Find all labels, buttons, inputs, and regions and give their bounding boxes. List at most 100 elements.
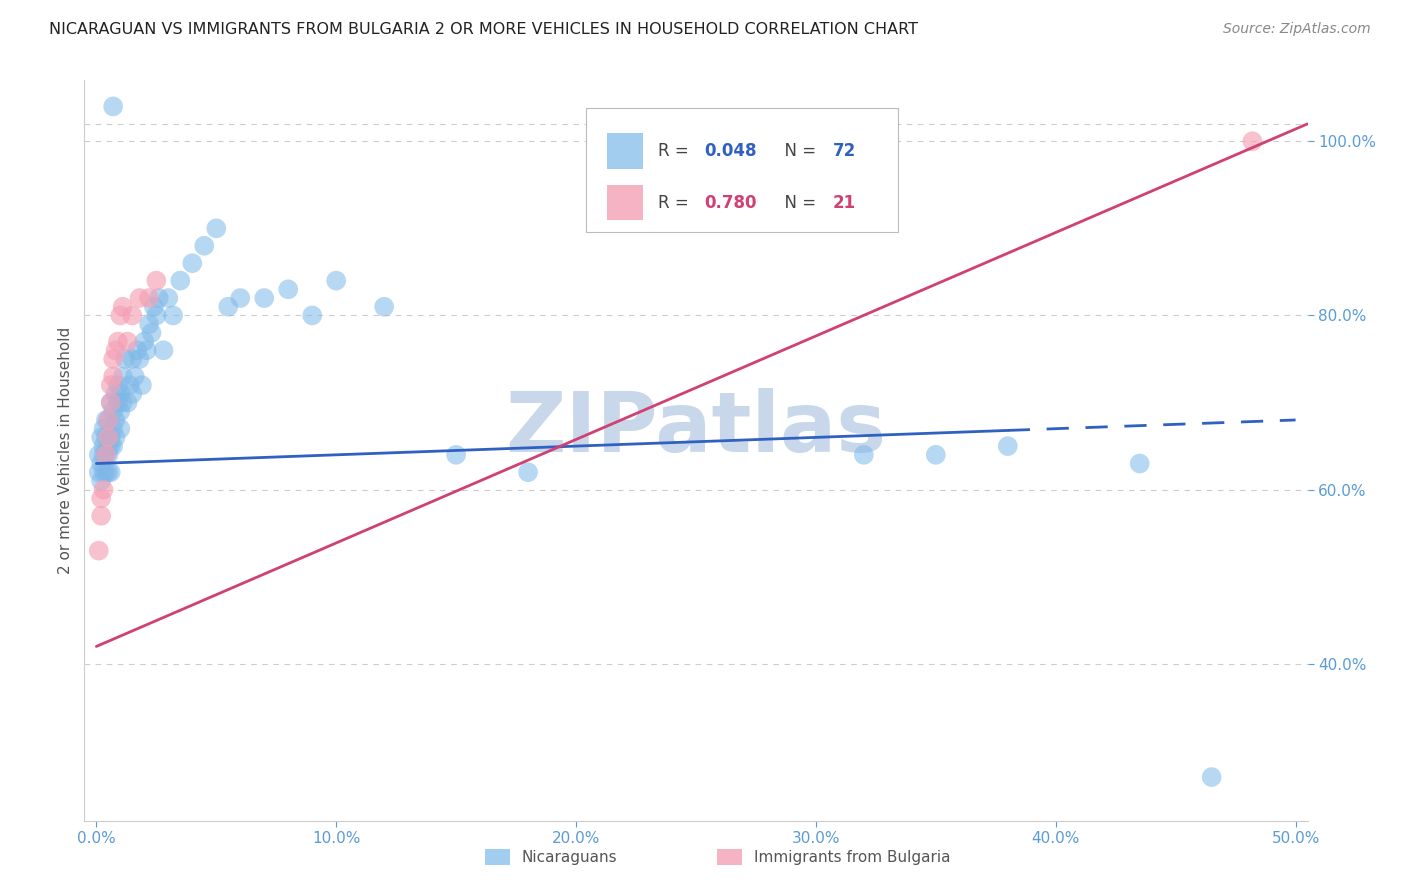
Point (101, 422, 124, 436)
Point (101, 369, 124, 384)
Text: 21: 21 (832, 194, 856, 211)
Text: 0.780: 0.780 (704, 194, 756, 211)
Point (117, 395, 139, 409)
Text: Immigrants from Bulgaria: Immigrants from Bulgaria (754, 850, 950, 864)
Point (93, 448, 115, 462)
Point (104, 343, 127, 358)
Point (253, 291, 276, 305)
Point (110, 404, 132, 418)
Point (121, 309, 143, 323)
Point (110, 387, 132, 401)
Point (87, 448, 110, 462)
Point (138, 317, 160, 331)
Point (127, 343, 149, 358)
Point (373, 300, 395, 314)
Point (104, 430, 127, 444)
Point (107, 334, 129, 349)
Point (94, 465, 117, 479)
Point (101, 351, 124, 366)
Point (101, 439, 124, 453)
Point (90, 457, 112, 471)
Point (142, 300, 165, 314)
Point (852, 448, 875, 462)
Point (104, 413, 127, 427)
Point (93, 465, 115, 479)
Text: N =: N = (775, 142, 821, 161)
Point (217, 300, 239, 314)
Point (152, 343, 174, 358)
Point (169, 274, 191, 288)
Point (325, 274, 347, 288)
Point (117, 334, 139, 349)
Point (93, 422, 115, 436)
Point (114, 351, 136, 366)
Point (111, 369, 134, 384)
Point (97, 448, 120, 462)
Point (97, 430, 120, 444)
Point (134, 334, 156, 349)
Point (145, 309, 167, 323)
Point (131, 378, 153, 392)
Point (97, 439, 120, 453)
Point (157, 291, 180, 305)
Point (97, 413, 120, 427)
Point (90, 474, 112, 488)
Point (1201, 770, 1223, 784)
Point (100, 395, 122, 409)
Text: R =: R = (658, 194, 695, 211)
Point (100, 439, 122, 453)
Point (87, 543, 110, 558)
Point (97, 465, 120, 479)
Point (141, 326, 163, 340)
Text: Source: ZipAtlas.com: Source: ZipAtlas.com (1223, 22, 1371, 37)
FancyBboxPatch shape (586, 108, 898, 232)
Point (444, 448, 467, 462)
Point (97, 413, 120, 427)
Text: R =: R = (658, 142, 695, 161)
Point (90, 508, 112, 523)
Point (1129, 457, 1152, 471)
Point (90, 491, 112, 506)
Text: Nicaraguans: Nicaraguans (522, 850, 617, 864)
Point (100, 378, 122, 392)
Point (121, 387, 143, 401)
Y-axis label: 2 or more Vehicles in Household: 2 or more Vehicles in Household (58, 326, 73, 574)
Point (121, 351, 143, 366)
Point (229, 291, 252, 305)
Point (128, 351, 150, 366)
Point (277, 282, 299, 296)
Point (94, 448, 117, 462)
Point (93, 483, 115, 497)
Point (94, 413, 117, 427)
Point (193, 239, 215, 253)
Point (517, 465, 540, 479)
Point (145, 274, 167, 288)
Point (128, 291, 150, 305)
Point (100, 465, 122, 479)
Text: 72: 72 (832, 142, 856, 161)
Point (94, 430, 117, 444)
Point (90, 430, 112, 444)
Text: N =: N = (775, 194, 821, 211)
Point (101, 99, 124, 113)
Point (997, 439, 1019, 453)
Point (110, 309, 132, 323)
Point (94, 448, 117, 462)
Point (110, 422, 132, 436)
Point (111, 300, 134, 314)
Text: ZIPatlas: ZIPatlas (506, 388, 886, 469)
Point (124, 369, 146, 384)
Point (925, 448, 948, 462)
Point (148, 291, 170, 305)
Point (301, 309, 323, 323)
Point (162, 309, 184, 323)
Point (181, 256, 204, 270)
Point (135, 343, 157, 358)
Point (111, 395, 134, 409)
Point (138, 291, 160, 305)
Point (93, 439, 115, 453)
Point (101, 404, 124, 418)
Point (100, 430, 122, 444)
Point (107, 395, 129, 409)
Point (104, 387, 127, 401)
